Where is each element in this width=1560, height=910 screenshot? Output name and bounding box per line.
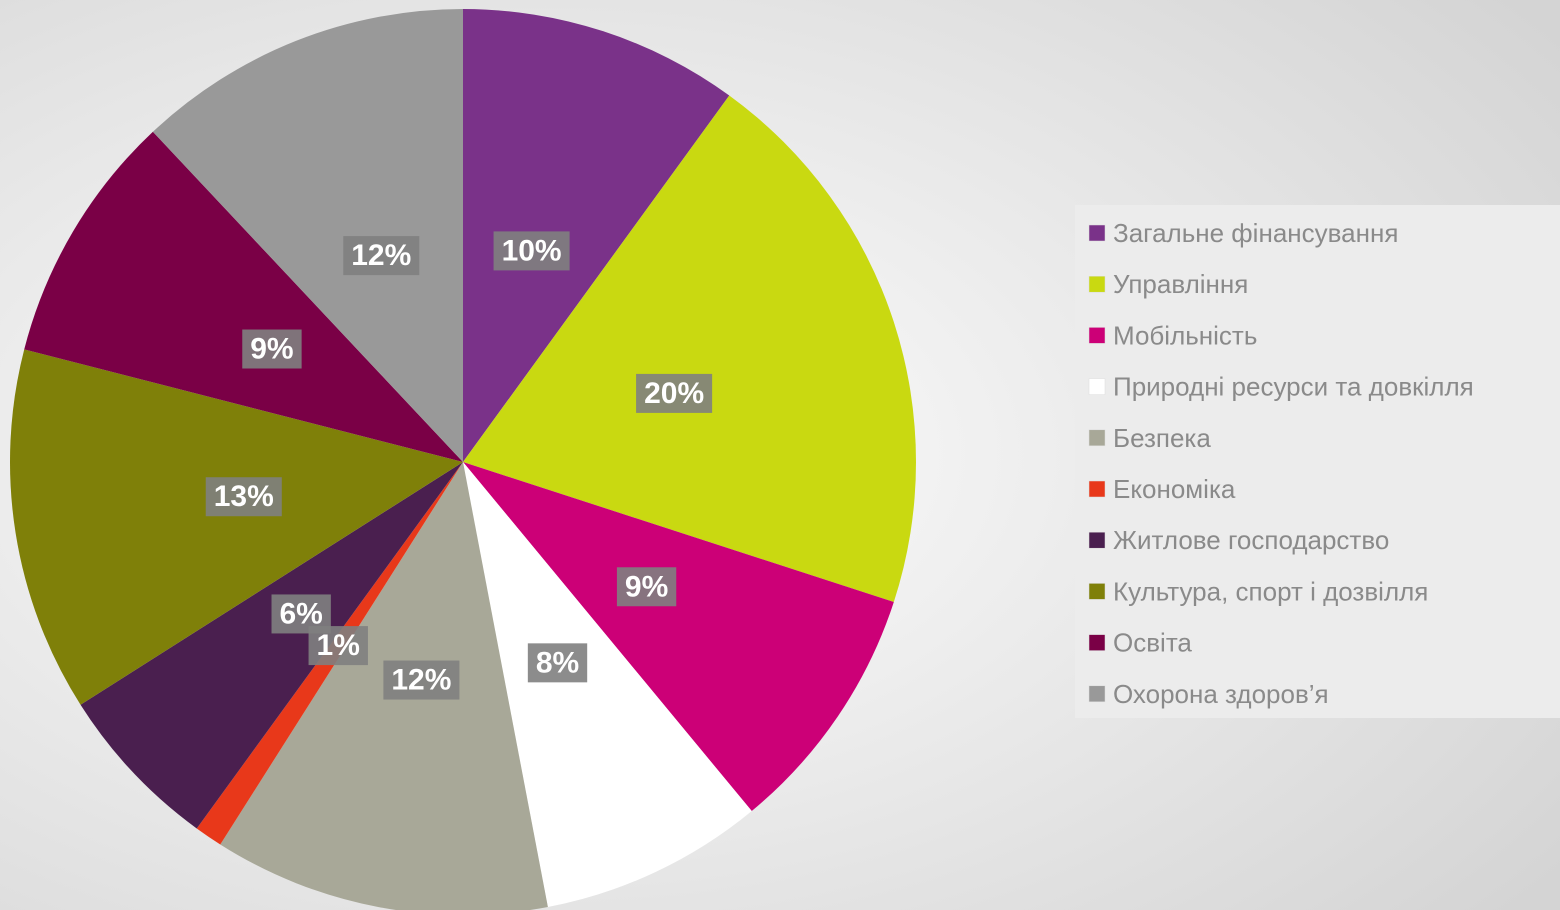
- legend-swatch: [1088, 224, 1106, 242]
- data-label-box: [636, 373, 713, 413]
- data-label-box: [616, 567, 677, 607]
- pie-slice: [463, 9, 730, 462]
- data-label: 13%: [214, 480, 274, 513]
- data-label-box: [527, 643, 588, 683]
- legend-swatch: [1088, 275, 1106, 293]
- legend-label: Культура, спорт і дозвілля: [1113, 576, 1428, 606]
- data-label: 12%: [391, 664, 451, 697]
- legend-label: Охорона здоров’я: [1113, 679, 1329, 709]
- legend-label: Управління: [1113, 269, 1248, 299]
- legend-label: Загальне фінансування: [1113, 218, 1398, 248]
- data-label: 8%: [536, 646, 579, 679]
- legend-swatch: [1088, 583, 1106, 600]
- data-label-box: [271, 594, 331, 634]
- pie-slice: [24, 131, 463, 462]
- legend-label: Житлове господарство: [1113, 525, 1389, 555]
- pie-slice: [10, 349, 464, 705]
- legend-label: Економіка: [1113, 474, 1236, 504]
- data-label: 6%: [280, 597, 323, 630]
- data-label-box: [242, 329, 302, 369]
- data-label-box: [493, 231, 570, 271]
- pie-slice: [463, 95, 916, 602]
- pie-slice: [80, 462, 464, 829]
- pie-slice: [463, 462, 752, 907]
- legend-swatch: [1088, 685, 1106, 703]
- data-label: 20%: [644, 377, 704, 410]
- data-label: 12%: [351, 239, 411, 272]
- legend-box: [1075, 205, 1560, 718]
- legend-swatch: [1088, 531, 1106, 549]
- data-label: 9%: [625, 570, 668, 603]
- legend-swatch: [1088, 480, 1106, 498]
- legend-label: Природні ресурси та довкілля: [1113, 372, 1474, 402]
- legend-label: Безпека: [1113, 423, 1211, 453]
- pie-slice: [463, 462, 894, 812]
- data-label: 1%: [317, 629, 360, 662]
- data-label-box: [205, 477, 282, 517]
- data-label: 10%: [502, 234, 562, 267]
- data-label: 9%: [250, 333, 293, 366]
- data-label-box: [383, 660, 460, 700]
- legend-swatch: [1088, 378, 1106, 395]
- legend-label: Освіта: [1113, 628, 1192, 658]
- legend-label: Мобільність: [1113, 320, 1257, 350]
- legend-swatch: [1088, 429, 1106, 447]
- pie-slice: [152, 8, 464, 462]
- legend-swatch: [1088, 634, 1106, 651]
- data-label-box: [343, 236, 420, 276]
- legend-swatch: [1088, 327, 1106, 344]
